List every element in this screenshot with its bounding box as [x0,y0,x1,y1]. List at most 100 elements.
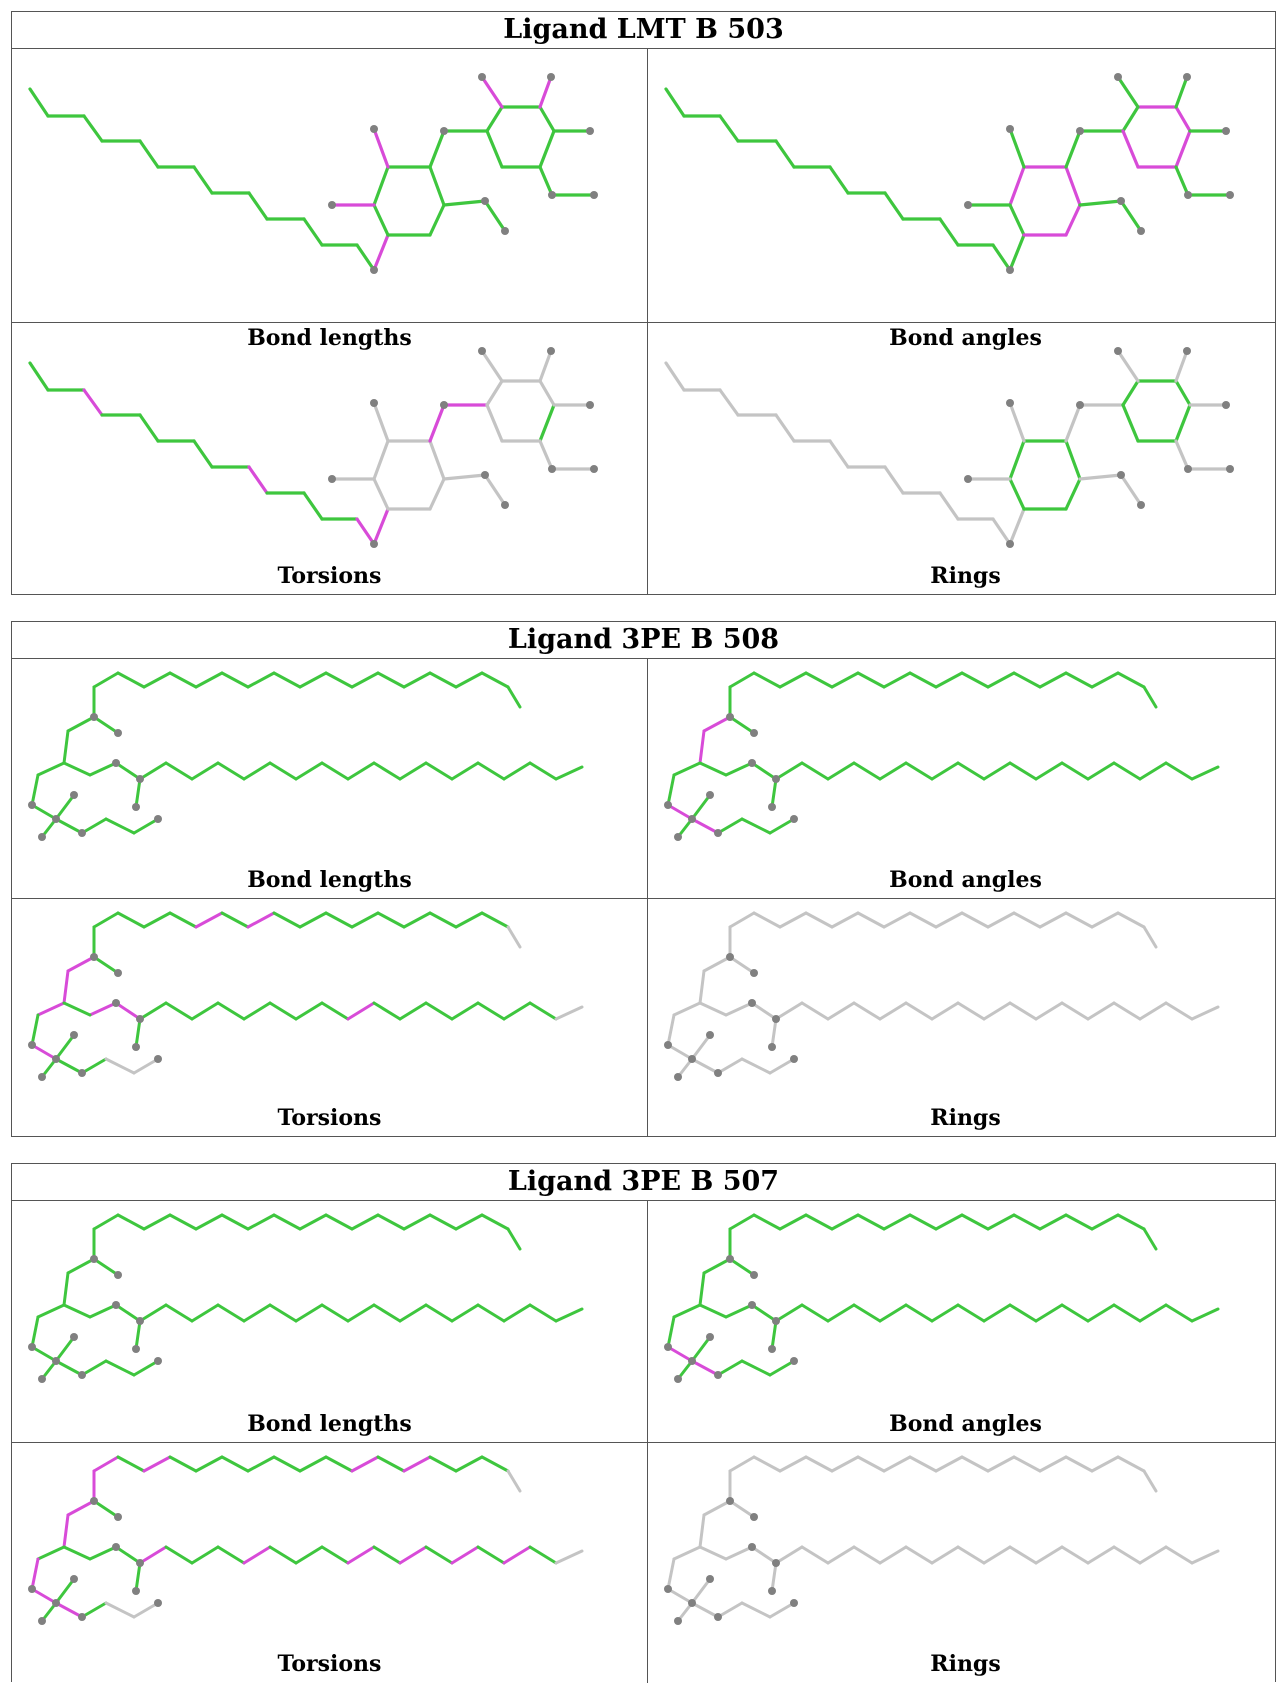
bond [752,1213,782,1231]
atom [501,501,509,509]
bond [54,793,76,821]
bond [350,1213,380,1231]
bond [1090,911,1120,929]
bond [938,217,960,247]
bond [770,1561,778,1593]
bond [1064,129,1082,169]
bond [428,165,446,207]
bond [114,1001,142,1021]
bond [956,1001,986,1021]
bond [1142,925,1158,949]
bond [88,1545,118,1561]
panel-rings: Rings [647,1443,1276,1683]
bond [1190,1005,1220,1021]
bond [908,1213,938,1231]
bond [1164,761,1194,781]
bond [1012,671,1042,689]
bond [804,911,834,929]
atom [586,127,594,135]
bond [268,1545,298,1565]
bond [666,773,676,807]
bond [908,911,938,929]
bond [672,761,702,777]
bond [1060,1001,1090,1021]
bond [702,1257,732,1275]
bond [724,1545,754,1561]
atom [501,227,509,235]
bond [768,1057,796,1075]
bond [485,403,504,443]
bond [904,1303,934,1323]
bond [372,439,390,481]
bond [372,233,390,272]
bond [930,761,960,781]
bond [54,817,84,835]
panel-torsions: Torsions [12,323,647,595]
bond [476,1545,506,1565]
bond [168,1213,198,1231]
panel-bond-angles: Bond angles [647,49,1276,351]
bond [1008,401,1026,443]
bond [92,715,120,735]
bond [804,1455,834,1473]
bond [36,1001,66,1017]
bond [1174,75,1189,109]
bond [485,105,504,133]
bond [92,1257,120,1277]
bond [852,1545,882,1565]
atom [78,1069,86,1077]
bond [138,139,160,169]
bond [1116,349,1140,383]
bond [664,87,686,118]
bond [1086,1545,1116,1565]
bond [138,1545,168,1565]
bond [960,671,990,689]
bond [1034,1303,1064,1323]
bond [194,911,224,929]
bond [1116,75,1140,109]
atom [38,833,46,841]
bond [882,911,912,929]
atom [674,1375,682,1383]
bond [930,1545,960,1565]
bond [104,1601,136,1619]
bond [1190,1307,1220,1323]
atom [748,759,756,767]
atom [964,201,972,209]
bond [774,139,796,169]
bond [728,955,756,975]
bond [716,817,744,835]
bond [882,1455,912,1473]
divider [12,1442,1275,1443]
bond [294,1303,324,1323]
bond [1164,1303,1194,1323]
bond [1142,1227,1158,1251]
panel-grid: Bond lengths Bond angles Torsions Rings [12,49,1275,595]
bond [538,349,553,383]
bond [768,1601,796,1619]
bond [960,1455,990,1473]
bond [690,793,712,821]
bond [242,1001,272,1021]
bond [242,1545,272,1565]
bond [800,1001,830,1021]
bond [62,1303,92,1319]
bond [350,911,380,929]
atom [328,201,336,209]
atom [772,1559,780,1567]
bond [372,1545,402,1565]
bond [672,1303,702,1319]
atom [1183,347,1191,355]
bond [666,1043,694,1061]
atom [136,775,144,783]
bond [246,911,276,929]
atom [90,953,98,961]
bond [506,1227,522,1251]
atom [112,1543,120,1551]
bond [506,685,522,709]
bond [346,1545,376,1565]
panel-caption: Bond angles [889,867,1042,893]
bond [768,817,796,835]
atom [750,969,758,977]
atom [726,713,734,721]
